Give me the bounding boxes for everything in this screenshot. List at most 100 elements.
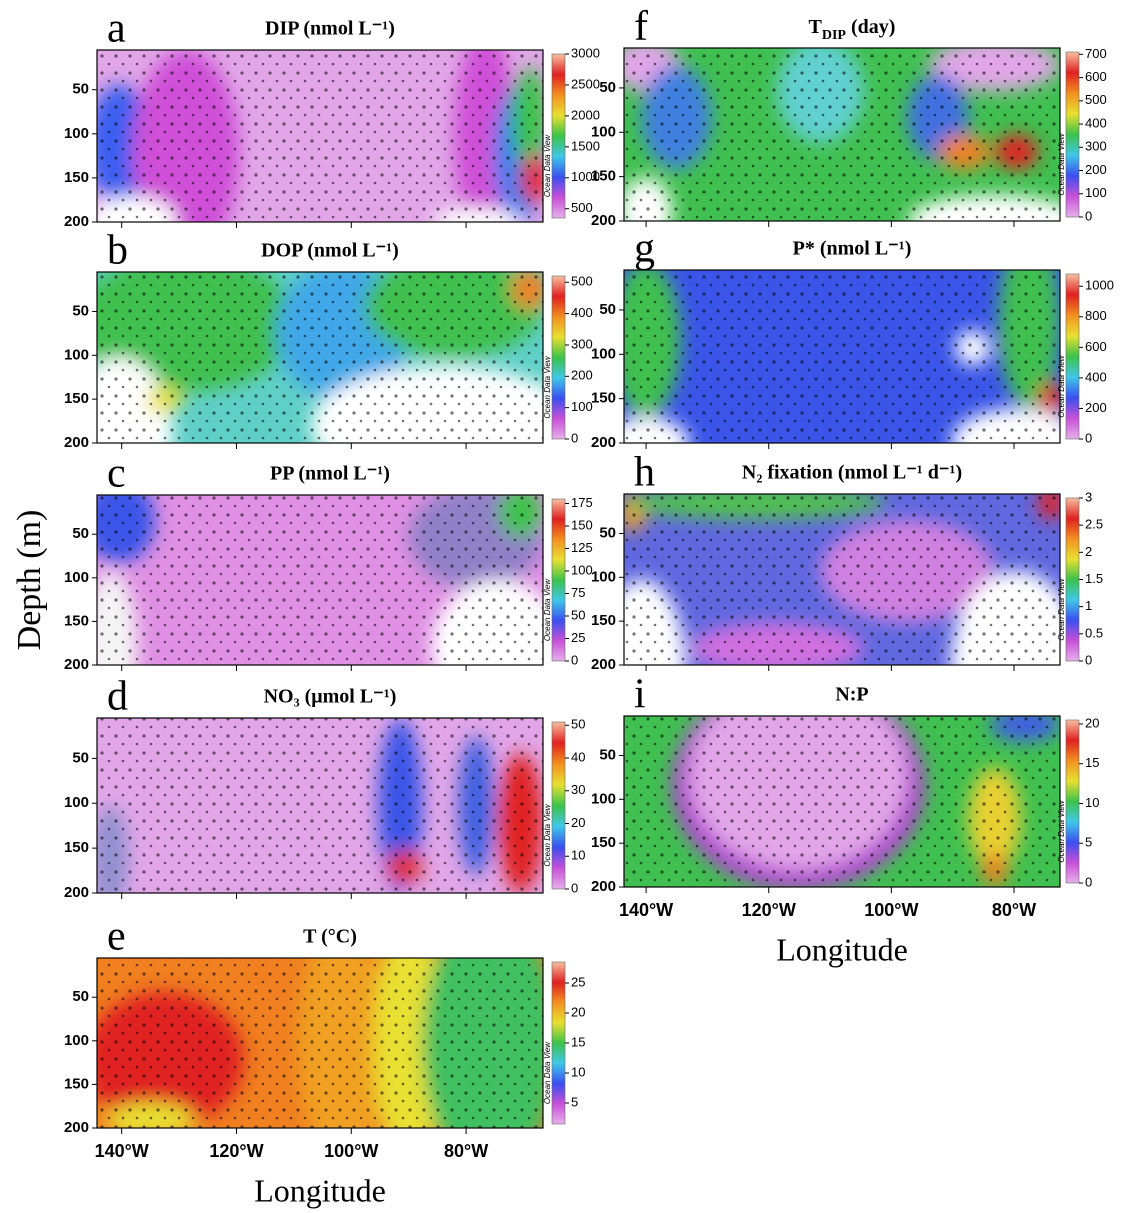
colorbar-tick-label: 40 (571, 749, 585, 764)
colorbar-tick-label: 500 (571, 274, 593, 289)
panel-title: N:P (835, 684, 868, 706)
y-axis-label: Depth (m) (11, 510, 48, 651)
colorbar-tick-label: 2 (1085, 544, 1092, 559)
title-part: (day) (846, 16, 895, 38)
y-tick-label: 150 (64, 612, 89, 629)
plot-frame (623, 47, 1061, 222)
colorbar-tick-label: 500 (571, 200, 593, 215)
plot-frame (96, 717, 544, 894)
colorbar-tick-label: 500 (1085, 92, 1107, 107)
colorbar-tick-label: 2.5 (1085, 517, 1103, 532)
colorbar-caption: Ocean Data View (1057, 132, 1066, 195)
colorbar-tick-label: 200 (1085, 400, 1107, 415)
panel-title: NO₃ (μmol L⁻¹) (264, 686, 397, 708)
colorbar-tick-label: 175 (571, 495, 593, 510)
colorbar-tick-label: 0 (571, 652, 578, 667)
colorbar-tick-label: 2000 (571, 107, 600, 122)
colorbar-tick-label: 600 (1085, 339, 1107, 354)
y-tick-label: 100 (64, 1032, 89, 1049)
colorbar-tick-label: 25 (571, 630, 585, 645)
y-tick-label: 50 (599, 746, 616, 763)
colorbar (551, 498, 566, 662)
y-tick-label: 100 (64, 125, 89, 142)
panel-title: TDIP (day) (809, 16, 896, 43)
stations (97, 718, 543, 893)
panel: f TDIP (day) 50 100 150 200 0 100 200 300 400 500 60… (591, 4, 1107, 229)
colorbar-tick-label: 25 (571, 974, 585, 989)
stations (624, 716, 1060, 887)
colorbar (551, 961, 566, 1125)
y-tick-label: 100 (591, 123, 616, 140)
panel: a DIP (nmol L⁻¹) 50 100 150 200 500 1000 1500 200… (64, 6, 600, 230)
colorbar-tick-label: 1.5 (1085, 571, 1103, 586)
colorbar-tick-label: 100 (1085, 185, 1107, 200)
y-tick-label: 200 (64, 884, 89, 901)
panel-label: e (107, 914, 126, 960)
y-tick-label: 50 (72, 81, 89, 98)
colorbar-tick-label: 0 (1085, 208, 1092, 223)
panel-label: g (634, 226, 655, 272)
y-tick-label: 100 (64, 794, 89, 811)
field (97, 718, 543, 893)
colorbar (1065, 273, 1080, 440)
colorbar-tick-label: 15 (1085, 755, 1099, 770)
colorbar-caption: Ocean Data View (543, 355, 552, 418)
colorbar-tick-label: 125 (571, 540, 593, 555)
x-tick-label: 80°W (992, 900, 1036, 920)
colorbar-tick-label: 5 (1085, 835, 1092, 850)
y-tick-label: 150 (591, 612, 616, 629)
colorbar-caption: Ocean Data View (543, 578, 552, 641)
panel-title: N₂ fixation (nmol L⁻¹ d⁻¹) (742, 462, 962, 484)
colorbar-tick-label: 100 (571, 399, 593, 414)
panel-title: DOP (nmol L⁻¹) (261, 240, 399, 262)
stations (97, 50, 543, 222)
colorbar-tick-label: 1000 (571, 169, 600, 184)
stations (624, 48, 1060, 221)
panel-title: DIP (nmol L⁻¹) (265, 18, 395, 40)
y-tick-label: 200 (591, 656, 616, 673)
colorbar-tick-label: 0 (1085, 874, 1092, 889)
colorbar-tick-label: 600 (1085, 69, 1107, 84)
y-tick-label: 200 (591, 878, 616, 895)
y-tick-label: 50 (72, 302, 89, 319)
y-tick-label: 50 (72, 988, 89, 1005)
colorbar-tick-label: 3 (1085, 489, 1092, 504)
colorbar-tick-label: 5 (571, 1094, 578, 1109)
x-axis-label: Longitude (254, 1172, 386, 1208)
plot-frame (623, 269, 1061, 444)
colorbar-tick-label: 0 (571, 430, 578, 445)
y-tick-label: 200 (591, 212, 616, 229)
colorbar-tick-label: 200 (1085, 162, 1107, 177)
panel-label: i (634, 672, 646, 718)
y-tick-label: 200 (64, 434, 89, 451)
stations (97, 272, 543, 443)
field (624, 494, 1060, 665)
y-tick-label: 200 (64, 1119, 89, 1136)
title-part: T (809, 16, 823, 38)
y-tick-label: 100 (591, 568, 616, 585)
colorbar-tick-label: 3000 (571, 45, 600, 60)
panel-label: f (634, 4, 648, 50)
title-part: DIP (822, 28, 847, 43)
colorbar-tick-label: 700 (1085, 46, 1107, 61)
panel: g P* (nmol L⁻¹) 50 100 150 200 0 200 400 600 800 10… (591, 226, 1114, 451)
colorbar-tick-label: 100 (571, 562, 593, 577)
colorbar-tick-label: 10 (571, 1064, 585, 1079)
panel: e T (°C) 50 100 150 200 140°W 120°W 100°W 80°W Lon… (64, 914, 586, 1209)
y-tick-label: 200 (64, 213, 89, 230)
colorbar-tick-label: 1 (1085, 598, 1092, 613)
y-tick-label: 50 (599, 301, 616, 318)
colorbar-tick-label: 300 (571, 336, 593, 351)
panel-label: h (634, 450, 655, 496)
colorbar-tick-label: 150 (571, 517, 593, 532)
colorbar-tick-label: 400 (571, 305, 593, 320)
stations (97, 958, 543, 1128)
panel: c PP (nmol L⁻¹) 50 100 150 200 0 25 50 75 100 125 15… (64, 451, 593, 673)
colorbar (1065, 719, 1080, 884)
y-tick-label: 100 (64, 569, 89, 586)
colorbar-tick-label: 400 (1085, 369, 1107, 384)
panel: b DOP (nmol L⁻¹) 50 100 150 200 0 100 200 300 400 5… (64, 228, 593, 451)
panel-label: b (107, 228, 128, 274)
x-tick-label: 140°W (619, 900, 673, 920)
